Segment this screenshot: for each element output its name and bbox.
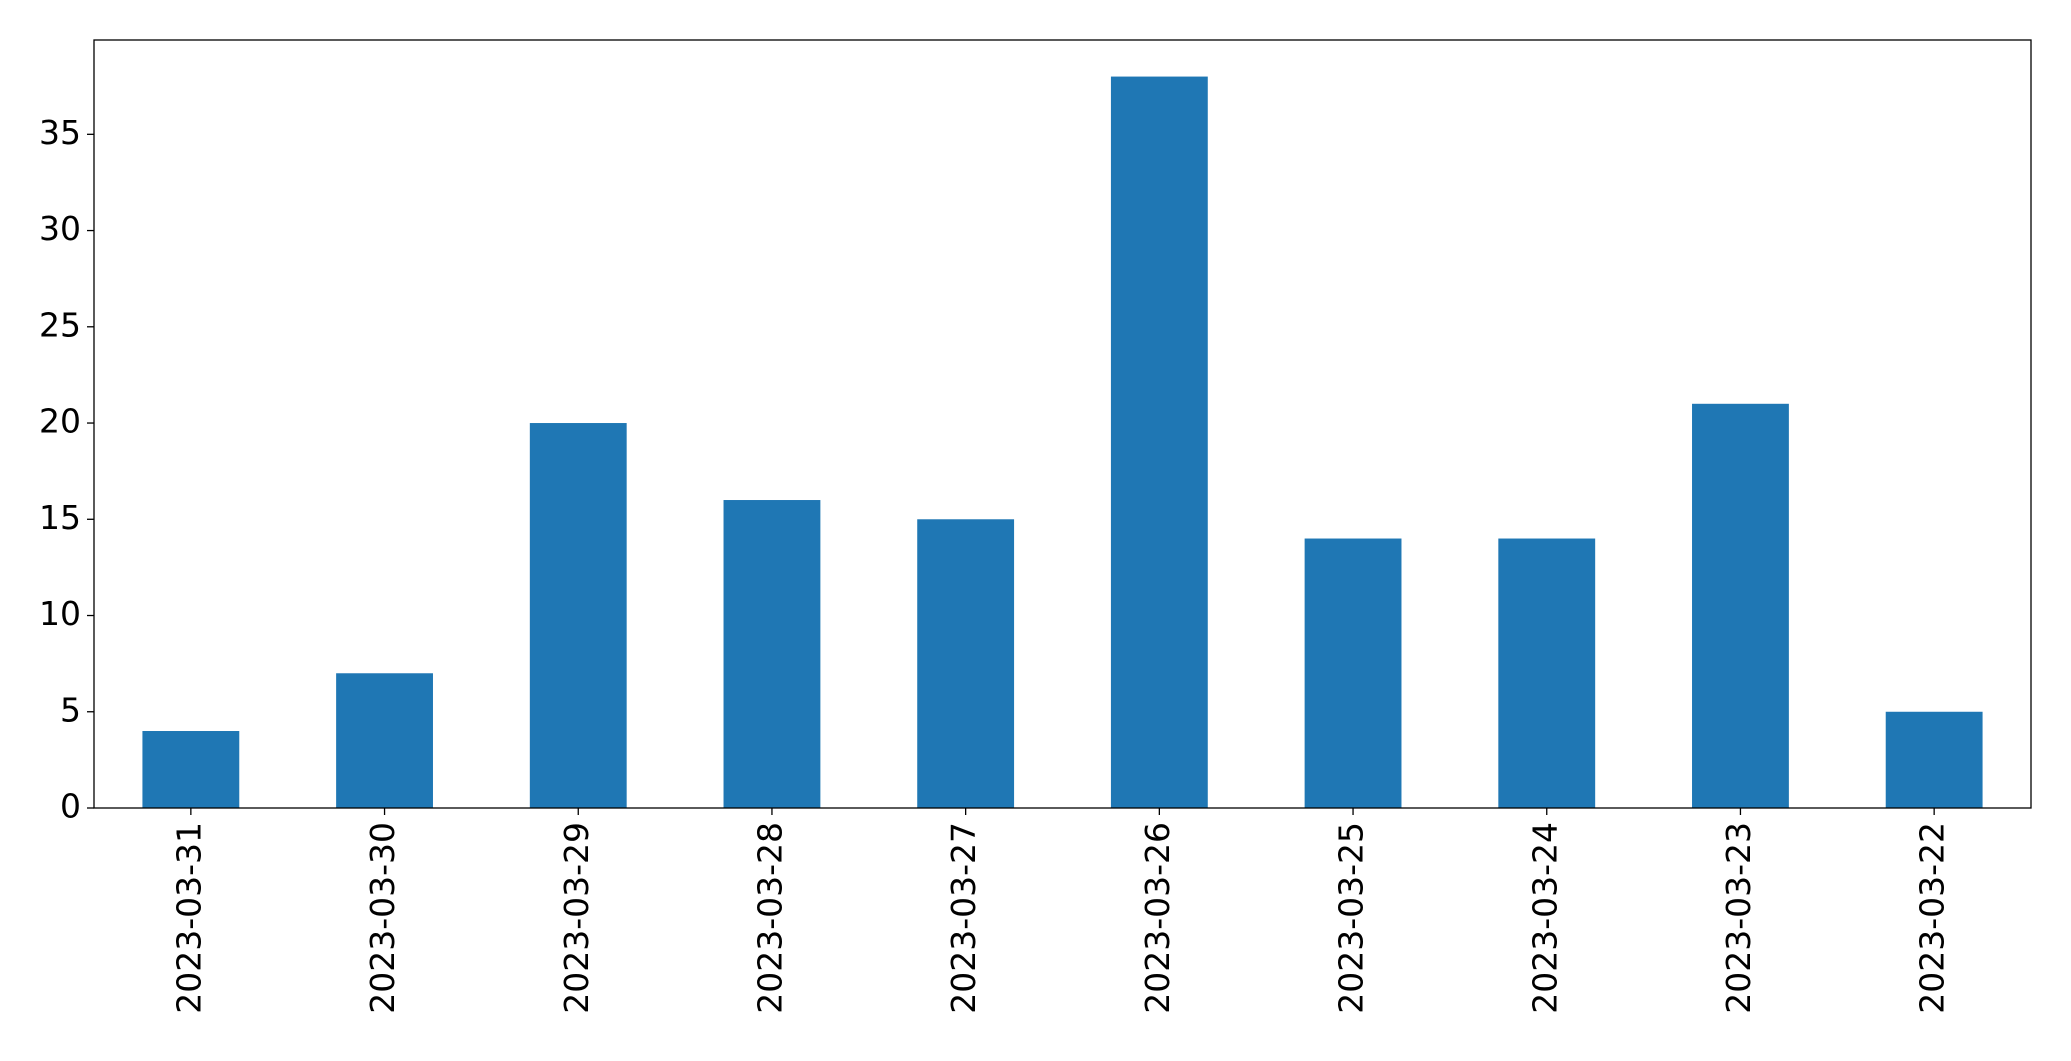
y-tick-label: 20	[39, 402, 81, 441]
bar	[529, 423, 627, 808]
y-tick-label: 5	[60, 690, 81, 729]
x-tick-label: 2023-03-24	[1525, 822, 1564, 1014]
bar	[142, 731, 240, 808]
y-tick-label: 10	[39, 594, 81, 633]
x-tick-label: 2023-03-30	[363, 822, 402, 1014]
bar	[1304, 538, 1402, 808]
y-tick-label: 25	[39, 305, 81, 344]
x-tick-label: 2023-03-22	[1913, 822, 1952, 1014]
x-tick-label: 2023-03-29	[557, 822, 596, 1014]
y-tick-label: 30	[39, 209, 81, 248]
bar	[723, 500, 821, 808]
y-tick-label: 35	[39, 113, 81, 152]
y-tick-label: 0	[60, 787, 81, 826]
bar	[1885, 711, 1983, 808]
x-tick-label: 2023-03-23	[1719, 822, 1758, 1014]
bar	[1498, 538, 1596, 808]
y-tick-label: 15	[39, 498, 81, 537]
bar	[917, 519, 1015, 808]
x-tick-label: 2023-03-26	[1138, 822, 1177, 1014]
plot-frame	[93, 39, 2032, 809]
bar	[1692, 403, 1789, 808]
bar	[336, 673, 433, 808]
x-tick-label: 2023-03-25	[1332, 822, 1371, 1014]
x-tick-label: 2023-03-27	[944, 822, 983, 1014]
bar	[1110, 76, 1208, 809]
x-tick-label: 2023-03-31	[169, 822, 208, 1014]
x-tick-label: 2023-03-28	[750, 822, 789, 1014]
